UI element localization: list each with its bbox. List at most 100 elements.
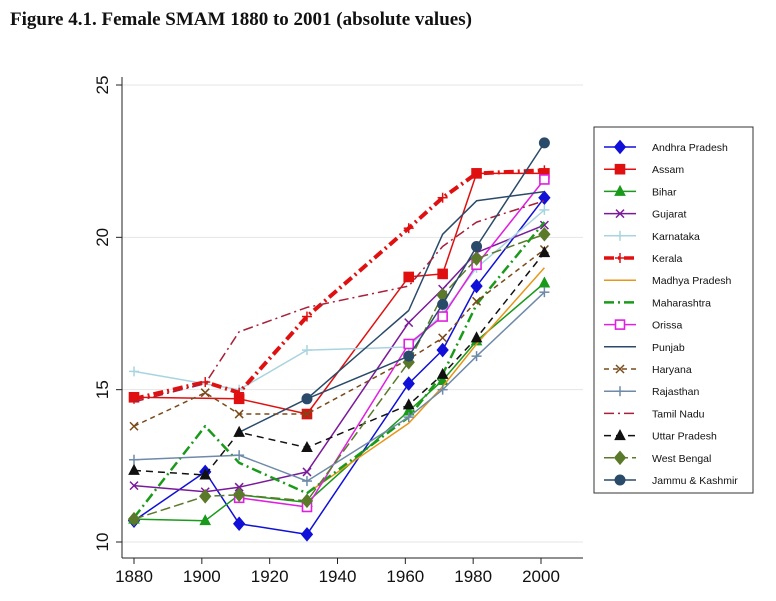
legend-label: Karnataka (652, 231, 700, 243)
data-point-orissa (403, 338, 415, 350)
legend-label: Uttar Pradesh (652, 431, 717, 443)
legend-marker (615, 386, 625, 397)
legend-label: Jammu & Kashmir (652, 475, 738, 487)
marker-stroke (615, 364, 625, 374)
series-line-maharashtra (133, 221, 546, 519)
data-point-karnataka (129, 366, 139, 377)
legend-marker (613, 139, 627, 155)
data-point-bihar (436, 373, 449, 386)
y-tick-label: 25 (93, 76, 112, 95)
data-point-andhra-pradesh (300, 527, 314, 542)
data-point-karnataka (539, 204, 550, 215)
legend-item-gujarat: Gujarat (604, 209, 687, 221)
legend-marker (615, 230, 625, 241)
legend-item-andhra-pradesh: Andhra Pradesh (604, 139, 728, 155)
data-point-west-bengal (127, 511, 141, 527)
figure-title: Figure 4.1. Female SMAM 1880 to 2001 (ab… (10, 9, 472, 30)
data-point-kerala (471, 168, 482, 179)
legend-label: West Bengal (652, 453, 711, 465)
data-point-west-bengal (232, 487, 246, 503)
series-line-tamil-nadu (133, 200, 545, 403)
data-point-uttar-pradesh (402, 398, 415, 410)
data-point-rajasthan (129, 454, 139, 465)
legend-item-punjab: Punjab (604, 342, 685, 354)
marker-stroke (234, 482, 244, 492)
data-point-rajasthan (403, 412, 414, 423)
data-point-bihar (199, 514, 212, 526)
marker-stroke (234, 409, 244, 419)
data-point-haryana (234, 409, 244, 419)
data-point-west-bengal (300, 493, 314, 509)
data-point-andhra-pradesh (538, 190, 551, 206)
legend-marker (615, 209, 625, 219)
series-line-punjab (238, 190, 545, 433)
legend-item-west-bengal: West Bengal (604, 450, 711, 466)
x-tick-label: 1940 (319, 567, 357, 586)
marker-stroke (615, 209, 625, 219)
data-point-andhra-pradesh (436, 342, 449, 358)
legend-item-assam: Assam (604, 163, 684, 176)
legend-item-bihar: Bihar (604, 184, 677, 198)
legend-label: Punjab (652, 342, 685, 354)
marker-stroke (438, 333, 448, 343)
series-tamil-nadu (133, 200, 545, 403)
legend-label: Kerala (652, 253, 683, 265)
data-point-uttar-pradesh (233, 425, 245, 437)
data-point-jammu-kashmir (538, 137, 550, 149)
series-jammu-kashmir (301, 137, 550, 405)
data-point-haryana (472, 296, 482, 306)
legend-item-jammu-kashmir: Jammu & Kashmir (604, 474, 738, 487)
data-point-assam (403, 271, 415, 283)
legend-label: Haryana (652, 364, 692, 376)
data-point-haryana (438, 333, 448, 343)
data-point-kerala (234, 387, 245, 398)
marker-stroke (472, 296, 482, 306)
data-point-gujarat (129, 481, 139, 491)
series-line-west-bengal (133, 233, 545, 520)
data-point-kerala (200, 377, 211, 388)
data-point-assam (437, 268, 448, 280)
marker-stroke (302, 409, 312, 419)
data-point-west-bengal (470, 251, 483, 266)
data-point-kerala (403, 223, 414, 234)
legend-label: Rajasthan (652, 386, 699, 398)
series-karnataka (129, 204, 550, 395)
data-point-west-bengal (199, 489, 212, 504)
x-tick-label: 1880 (115, 567, 153, 586)
legend-label: Maharashtra (652, 297, 711, 309)
legend-marker (613, 450, 627, 466)
legend-item-tamil-nadu: Tamil Nadu (604, 408, 705, 420)
legend-marker (614, 163, 626, 175)
data-point-gujarat (234, 482, 244, 492)
marker-stroke (200, 388, 210, 398)
series-orissa (233, 174, 550, 513)
series-line-haryana (133, 248, 545, 427)
data-point-haryana (129, 421, 139, 431)
legend: Andhra Pradesh Assam Bihar Gujarat Karnataka… (593, 126, 754, 494)
x-tick-label: 1920 (251, 567, 289, 586)
data-point-uttar-pradesh (436, 367, 449, 379)
data-point-haryana (200, 388, 210, 398)
data-point-uttar-pradesh (128, 463, 140, 475)
y-tick-label: 15 (93, 380, 112, 399)
legend-marker (614, 184, 626, 196)
data-point-karnataka (301, 345, 312, 356)
series-andhra-pradesh (127, 190, 551, 542)
marker-stroke (302, 467, 312, 477)
x-tick-label: 2000 (522, 567, 560, 586)
data-point-orissa (437, 311, 448, 322)
y-tick-label: 20 (93, 228, 112, 247)
grid-lines (122, 84, 583, 543)
data-point-jammu-kashmir (403, 350, 415, 362)
legend-label: Bihar (652, 186, 677, 198)
legend-label: Andhra Pradesh (652, 142, 728, 154)
legend-label: Madhya Pradesh (652, 275, 732, 287)
series-line-bihar (133, 282, 545, 522)
data-point-andhra-pradesh (232, 516, 246, 531)
data-point-andhra-pradesh (402, 376, 415, 391)
data-point-kerala (301, 311, 312, 322)
legend-item-madhya-pradesh: Madhya Pradesh (604, 275, 732, 287)
legend-item-haryana: Haryana (604, 364, 692, 376)
marker-stroke (404, 318, 414, 328)
